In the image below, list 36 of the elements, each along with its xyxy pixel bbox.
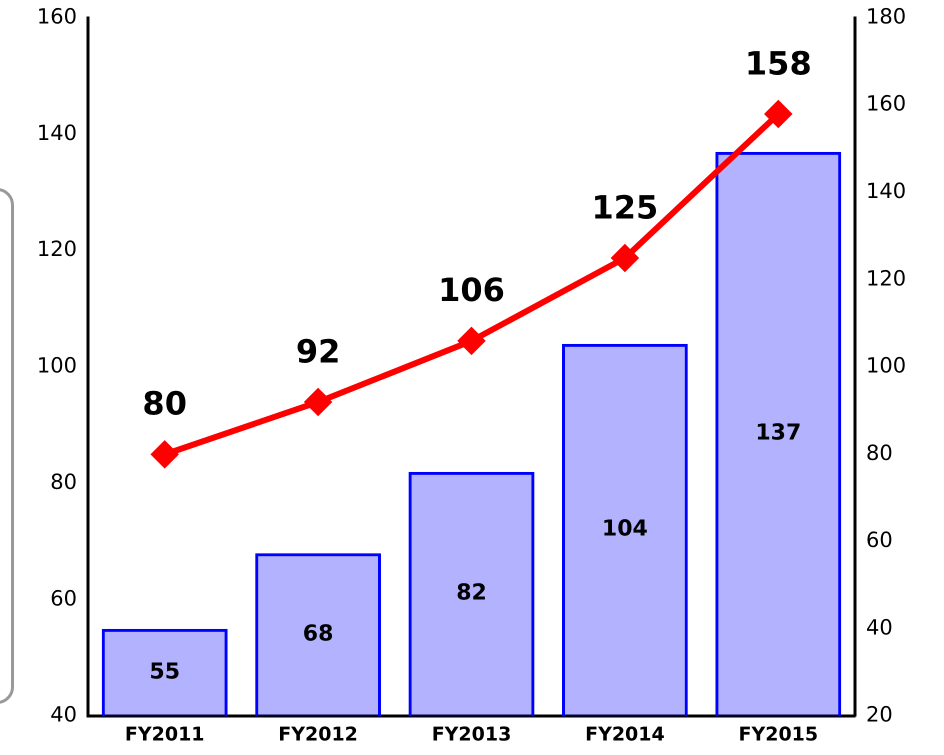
y-tick-label: 60 bbox=[50, 586, 77, 610]
data-label: 137 bbox=[755, 420, 802, 446]
x-tick-label: FY2013 bbox=[432, 724, 512, 746]
y2-tick-label: 20 bbox=[866, 702, 893, 727]
point bbox=[765, 101, 792, 128]
data-label: 125 bbox=[592, 188, 658, 226]
y2-tick-label: 40 bbox=[866, 615, 893, 640]
point bbox=[612, 245, 638, 272]
data-label: 158 bbox=[744, 44, 812, 82]
point bbox=[152, 441, 178, 468]
y2-tick-label: 60 bbox=[866, 528, 893, 552]
y-tick-label: 120 bbox=[36, 237, 77, 262]
data-label: 55 bbox=[149, 659, 180, 684]
y2-tick-label: 160 bbox=[866, 92, 906, 116]
data-label: 104 bbox=[602, 516, 648, 542]
y2-tick-label: 180 bbox=[866, 4, 906, 28]
data-label: 80 bbox=[142, 384, 187, 423]
point bbox=[305, 389, 332, 416]
data-label: 92 bbox=[296, 332, 340, 370]
y2-tick-label: 80 bbox=[866, 440, 893, 465]
y-tick-label: 80 bbox=[50, 470, 77, 494]
x-tick-label: FY2015 bbox=[738, 724, 818, 746]
data-label: 68 bbox=[302, 621, 334, 646]
y-tick-label: 100 bbox=[36, 354, 77, 378]
y2-tick-label: 100 bbox=[866, 354, 906, 378]
y-tick-label: 40 bbox=[50, 702, 77, 727]
y-tick-label: 160 bbox=[36, 4, 77, 28]
y2-tick-label: 120 bbox=[866, 266, 906, 290]
data-label: 106 bbox=[438, 271, 505, 310]
y-tick-label: 140 bbox=[36, 120, 77, 145]
point bbox=[458, 328, 484, 354]
x-tick-label: FY2012 bbox=[278, 724, 358, 746]
data-label: 82 bbox=[456, 580, 487, 606]
y2-tick-label: 140 bbox=[866, 179, 906, 204]
x-tick-label: FY2011 bbox=[124, 724, 205, 746]
x-tick-label: FY2014 bbox=[585, 724, 665, 746]
